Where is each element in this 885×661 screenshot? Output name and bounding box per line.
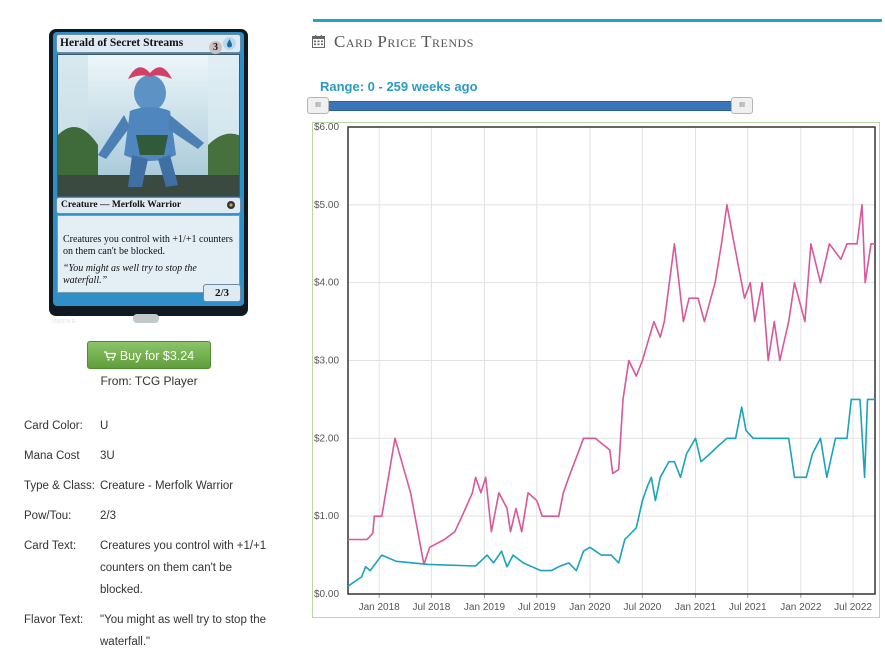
detail-label: Flavor Text: [24,614,84,626]
x-tick-label: Jul 2021 [729,602,767,613]
card-holofoil-stamp [133,314,159,323]
card-flavor-text: “You might as well try to stop the water… [63,263,197,286]
panel-accent-line [313,19,882,22]
price-chart-svg: $0.00 $1.00 $2.00 $3.00 $4.00 $5.00 $6.00 Jan 2… [314,122,876,613]
price-series-line-2 [347,398,875,587]
panel-title-text: Card Price Trends [334,32,474,51]
price-chart: $0.00 $1.00 $2.00 $3.00 $4.00 $5.00 $6.00 Jan 2… [312,122,880,618]
card-type-text: Creature — Merfolk Warrior [61,200,182,210]
chart-series [347,204,875,587]
buy-source: From: TCG Player [100,374,198,388]
x-tick-label: Jan 2020 [569,602,611,613]
set-symbol-icon [227,201,235,209]
x-tick-label: Jan 2021 [675,602,717,613]
card-power-toughness: 2/3 [203,284,241,302]
card-artwork [57,54,240,197]
x-tick-label: Jan 2018 [359,602,401,613]
y-tick-label: $3.00 [314,356,339,367]
card-type-line: Creature — Merfolk Warrior [56,197,241,214]
detail-row-card-text: Card Text: Creatures you control with +1… [24,535,274,601]
x-tick-label: Jul 2019 [518,602,556,613]
detail-label: Type & Class: [24,480,95,492]
x-tick-label: Jan 2019 [464,602,506,613]
buy-button-label: Buy for $3.24 [119,349,195,363]
panel-title: Card Price Trends [312,32,474,52]
card-textbox: Creatures you control with +1/+1 counter… [57,215,240,293]
card-image: Herald of Secret Streams 3 [49,29,248,325]
detail-row-flavor: Flavor Text: "You might as well try to s… [24,609,274,653]
detail-value: 3U [100,450,115,462]
detail-value: Creature - Merfolk Warrior [100,480,234,492]
card-name: Herald of Secret Streams [60,37,184,49]
card-details: Card Color: U Mana Cost 3U Type & Class:… [24,415,274,661]
card-mana-cost: 3 [208,37,236,56]
calendar-icon [312,35,325,48]
detail-value: "You might as well try to stop the water… [100,614,267,648]
range-slider-track[interactable] [312,101,752,111]
x-tick-label: Jul 2018 [413,602,451,613]
chart-axes: $0.00 $1.00 $2.00 $3.00 $4.00 $5.00 $6.00 Jan 2… [314,122,876,613]
range-slider-handle-end[interactable]: III [731,97,753,114]
range-slider-handle-start[interactable]: III [307,97,329,114]
x-tick-label: Jul 2020 [623,602,661,613]
detail-row-type: Type & Class: Creature - Merfolk Warrior [24,475,274,497]
card-namebar: Herald of Secret Streams 3 [56,34,241,56]
detail-label: Mana Cost [24,450,80,462]
detail-row-mana-cost: Mana Cost 3U [24,445,274,467]
card-frame: Herald of Secret Streams 3 [53,32,244,306]
detail-label: Pow/Tou: [24,510,72,522]
x-tick-label: Jan 2022 [780,602,822,613]
mana-blue-icon [223,37,236,50]
y-tick-label: $4.00 [314,278,339,289]
buy-button[interactable]: Buy for $3.24 [87,341,211,369]
x-tick-label: Jul 2022 [834,602,872,613]
y-tick-label: $1.00 [314,511,339,522]
detail-label: Card Text: [24,540,77,552]
detail-value: U [100,420,109,432]
y-tick-label: $0.00 [314,589,339,600]
range-label: Range: 0 - 259 weeks ago [320,79,478,94]
y-tick-label: $2.00 [314,433,339,444]
y-tick-label: $6.00 [314,123,339,133]
card-rules-text: Creatures you control with +1/+1 counter… [63,234,233,257]
detail-row-color: Card Color: U [24,415,274,437]
card-collector-number: 059/279 R [52,319,76,325]
y-tick-label: $5.00 [314,200,339,211]
detail-value: 2/3 [100,510,116,522]
price-series-line-1 [348,204,875,566]
mana-generic-icon: 3 [209,41,222,54]
detail-value: Creatures you control with +1/+1 counter… [100,540,267,596]
chart-grid [348,126,875,595]
cart-icon [103,351,116,361]
detail-label: Card Color: [24,420,83,432]
plot-frame [347,126,876,595]
detail-row-pow-tou: Pow/Tou: 2/3 [24,505,274,527]
